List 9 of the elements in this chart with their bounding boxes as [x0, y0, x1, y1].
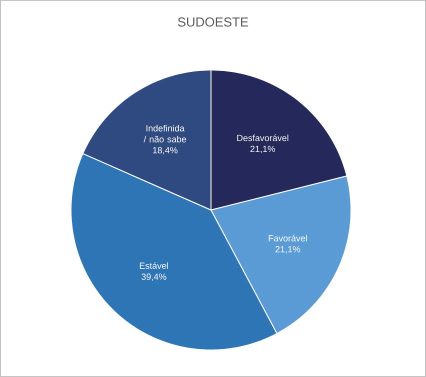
- data-label: 39,4%: [142, 274, 166, 281]
- chart-title: SUDOESTE: [178, 17, 248, 27]
- slice-label: Estável: [140, 262, 168, 269]
- slice-label: Indefinida / não sabe: [144, 124, 186, 142]
- slice-label: Favorável: [268, 234, 307, 242]
- data-label: 21,1%: [250, 146, 276, 154]
- data-label: 18,4%: [153, 147, 178, 154]
- data-label: 21,1%: [276, 246, 300, 254]
- slice-label: Desfavorável: [237, 134, 288, 142]
